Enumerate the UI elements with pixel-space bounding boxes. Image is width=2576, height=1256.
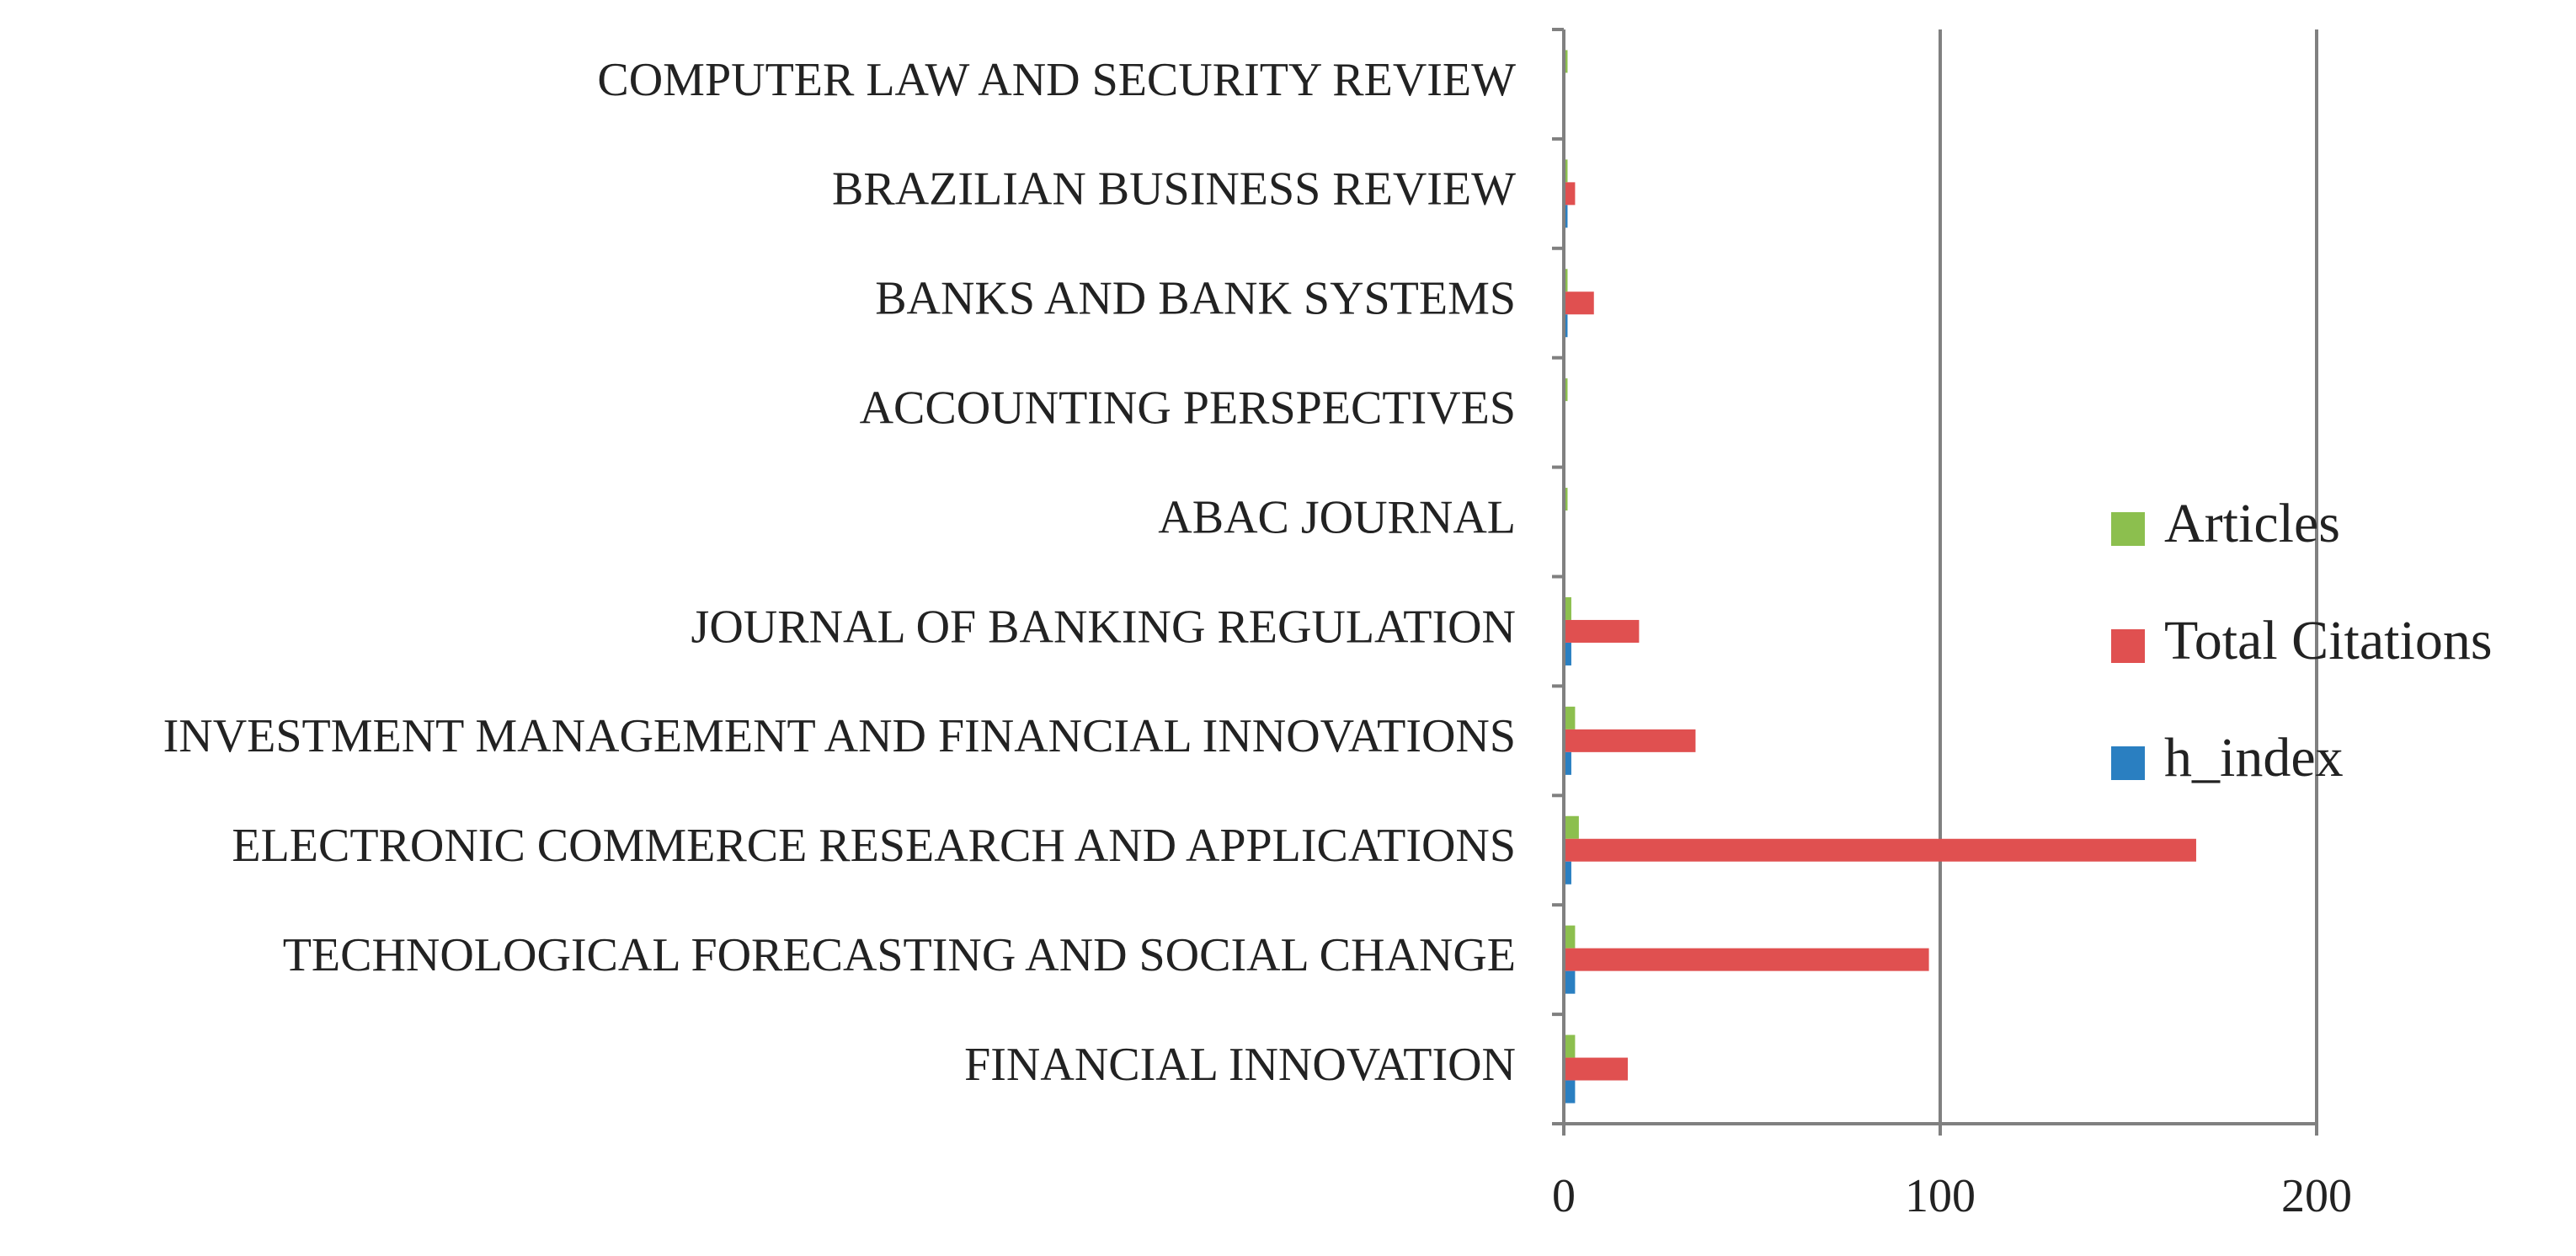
bar — [1564, 925, 1576, 949]
y-tick-label: TECHNOLOGICAL FORECASTING AND SOCIAL CHA… — [283, 929, 1516, 981]
bar — [1564, 182, 1576, 206]
y-tick-label: ACCOUNTING PERSPECTIVES — [860, 382, 1516, 434]
bar — [1564, 159, 1568, 183]
y-tick-label: ABAC JOURNAL — [1158, 491, 1516, 543]
bar — [1564, 751, 1571, 775]
bar — [1564, 314, 1568, 338]
bar — [1564, 729, 1696, 752]
bar — [1564, 948, 1929, 971]
y-tick-label: ELECTRONIC COMMERCE RESEARCH AND APPLICA… — [232, 820, 1516, 872]
legend-label: Total Citations — [2164, 610, 2493, 671]
x-tick-label: 0 — [1552, 1170, 1576, 1222]
bar — [1564, 1080, 1576, 1104]
y-tick-label: BRAZILIAN BUSINESS REVIEW — [832, 163, 1516, 216]
bar — [1564, 205, 1568, 228]
legend-swatch — [2111, 512, 2145, 546]
bar — [1564, 596, 1571, 620]
x-tick-label: 200 — [2281, 1170, 2352, 1222]
bar — [1564, 291, 1594, 315]
bar — [1564, 1034, 1576, 1058]
bar — [1564, 269, 1568, 292]
bar — [1564, 706, 1576, 730]
bar — [1564, 488, 1568, 511]
bar — [1564, 642, 1571, 665]
legend-swatch — [2111, 746, 2145, 780]
bar — [1564, 50, 1568, 73]
bar — [1564, 1057, 1628, 1081]
bar — [1564, 815, 1579, 839]
y-tick-label: COMPUTER LAW AND SECURITY REVIEW — [597, 54, 1516, 106]
bar — [1564, 970, 1576, 994]
legend-label: Articles — [2164, 493, 2340, 554]
x-tick-label: 100 — [1905, 1170, 1976, 1222]
y-tick-label: BANKS AND BANK SYSTEMS — [875, 273, 1516, 325]
y-tick-label: FINANCIAL INNOVATION — [964, 1039, 1516, 1091]
bar — [1564, 619, 1640, 643]
y-tick-label: INVESTMENT MANAGEMENT AND FINANCIAL INNO… — [163, 710, 1516, 762]
legend-label: h_index — [2164, 727, 2344, 788]
bar — [1564, 378, 1568, 402]
legend-swatch — [2111, 629, 2145, 663]
bar — [1564, 861, 1571, 885]
y-tick-label: JOURNAL OF BANKING REGULATION — [691, 601, 1516, 653]
bar — [1564, 838, 2196, 862]
